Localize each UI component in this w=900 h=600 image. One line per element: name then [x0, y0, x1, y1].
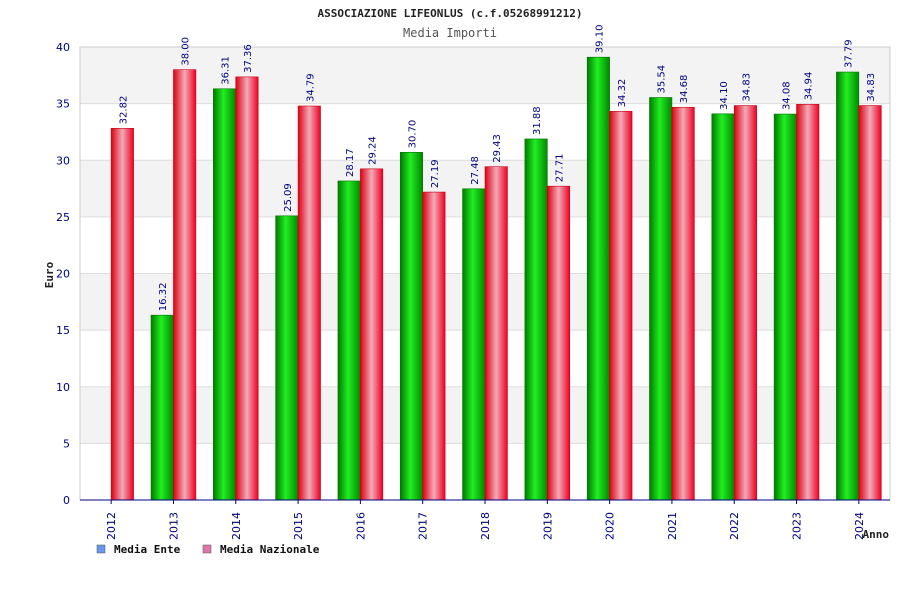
value-label-media-ente-2016: 28.17	[345, 148, 356, 177]
y-tick-label: 35	[56, 98, 70, 111]
value-label-media-ente-2017: 30.70	[407, 120, 418, 149]
bar-media-nazionale-2017	[422, 191, 446, 501]
bar-media-nazionale-2020	[609, 111, 633, 501]
bar-media-nazionale-2022	[733, 105, 757, 501]
y-tick-label: 10	[56, 381, 70, 394]
bar-media-ente-2018	[462, 188, 486, 501]
x-tick-label-2020: 2020	[604, 512, 617, 540]
bar-media-ente-2023	[773, 113, 797, 501]
x-axis-ticks: 2012 2013 2014 2015 2016 2017 2018 2019 2020 2021…	[105, 500, 866, 540]
bar-media-nazionale-2018	[484, 166, 508, 501]
x-tick-label-2024: 2024	[853, 512, 866, 540]
legend-label-media-ente: Media Ente	[114, 543, 181, 556]
value-label-media-ente-2018: 27.48	[470, 156, 481, 185]
bar-media-nazionale-2024	[858, 105, 882, 501]
value-label-media-nazionale-2017: 27.19	[430, 159, 441, 188]
x-tick-label-2019: 2019	[541, 512, 554, 540]
value-label-media-nazionale-2016: 29.24	[368, 136, 379, 165]
y-tick-label: 25	[56, 211, 70, 224]
x-tick-label-2012: 2012	[105, 512, 118, 540]
value-label-media-ente-2019: 31.88	[532, 106, 543, 135]
bars	[110, 56, 882, 501]
legend: Media Ente Media Nazionale	[96, 543, 320, 556]
bar-media-ente-2020	[586, 56, 610, 501]
value-label-media-nazionale-2022: 34.83	[741, 73, 752, 102]
bar-media-nazionale-2015	[297, 105, 321, 501]
value-label-media-nazionale-2023: 34.94	[804, 72, 815, 101]
y-axis-ticks: 0 5 10 15 20 25 30 35 40	[56, 41, 70, 507]
bar-media-nazionale-2012	[110, 128, 134, 501]
y-tick-label: 20	[56, 268, 70, 281]
chart-title: ASSOCIAZIONE LIFEONLUS (c.f.05268991212)	[318, 7, 583, 20]
x-tick-label-2014: 2014	[230, 512, 243, 540]
value-label-media-ente-2015: 25.09	[283, 183, 294, 212]
y-tick-label: 30	[56, 154, 70, 167]
value-label-media-ente-2021: 35.54	[657, 65, 668, 94]
legend-label-media-nazionale: Media Nazionale	[220, 543, 320, 556]
bar-media-ente-2016	[337, 180, 361, 501]
y-tick-label: 15	[56, 324, 70, 337]
value-label-media-nazionale-2018: 29.43	[492, 134, 503, 163]
value-label-media-nazionale-2014: 37.36	[243, 44, 254, 73]
x-tick-label-2021: 2021	[666, 512, 679, 540]
bar-media-ente-2015	[275, 215, 299, 501]
value-label-media-ente-2024: 37.79	[844, 39, 855, 68]
plot-band	[80, 47, 890, 104]
plot-band	[80, 103, 890, 161]
value-label-media-ente-2020: 39.10	[594, 25, 605, 54]
value-label-media-nazionale-2012: 32.82	[118, 96, 129, 125]
bar-media-ente-2014	[213, 88, 237, 501]
bar-media-ente-2017	[399, 152, 423, 501]
y-axis-label: Euro	[43, 261, 56, 288]
bar-media-ente-2021	[649, 97, 673, 501]
bar-media-ente-2022	[711, 113, 735, 501]
value-label-media-nazionale-2019: 27.71	[555, 154, 566, 183]
chart-subtitle: Media Importi	[403, 26, 497, 40]
x-tick-label-2018: 2018	[479, 512, 492, 540]
x-tick-label-2022: 2022	[728, 512, 741, 540]
x-tick-label-2015: 2015	[292, 512, 305, 540]
x-tick-label-2023: 2023	[791, 512, 804, 540]
x-tick-label-2016: 2016	[354, 512, 367, 540]
legend-swatch-media-nazionale	[202, 544, 212, 554]
bar-media-nazionale-2023	[796, 104, 820, 501]
bar-media-nazionale-2013	[173, 69, 197, 501]
bar-media-nazionale-2021	[671, 106, 695, 501]
value-label-media-ente-2013: 16.32	[158, 283, 169, 312]
value-label-media-ente-2022: 34.10	[719, 81, 730, 110]
bar-media-nazionale-2019	[547, 185, 571, 501]
bar-media-ente-2019	[524, 138, 548, 501]
x-tick-label-2017: 2017	[417, 512, 430, 540]
value-labels: 32.82 16.32 38.00 36.31 37.36 25.09 34.79 28.17…	[118, 25, 877, 312]
bar-media-ente-2024	[836, 71, 860, 501]
y-tick-label: 5	[63, 437, 70, 450]
y-tick-label: 0	[63, 494, 70, 507]
value-label-media-nazionale-2015: 34.79	[305, 73, 316, 102]
bar-media-ente-2013	[150, 314, 174, 501]
legend-swatch-media-ente	[96, 544, 106, 554]
value-label-media-nazionale-2013: 38.00	[181, 37, 192, 66]
bar-media-nazionale-2014	[235, 76, 259, 501]
x-tick-label-2013: 2013	[167, 512, 180, 540]
value-label-media-ente-2014: 36.31	[221, 56, 232, 85]
value-label-media-nazionale-2021: 34.68	[679, 75, 690, 104]
x-axis-label: Anno	[863, 528, 890, 541]
bar-media-nazionale-2016	[360, 168, 384, 501]
y-tick-label: 40	[56, 41, 70, 54]
value-label-media-ente-2023: 34.08	[781, 81, 792, 110]
value-label-media-nazionale-2020: 34.32	[617, 79, 628, 108]
value-label-media-nazionale-2024: 34.83	[866, 73, 877, 102]
